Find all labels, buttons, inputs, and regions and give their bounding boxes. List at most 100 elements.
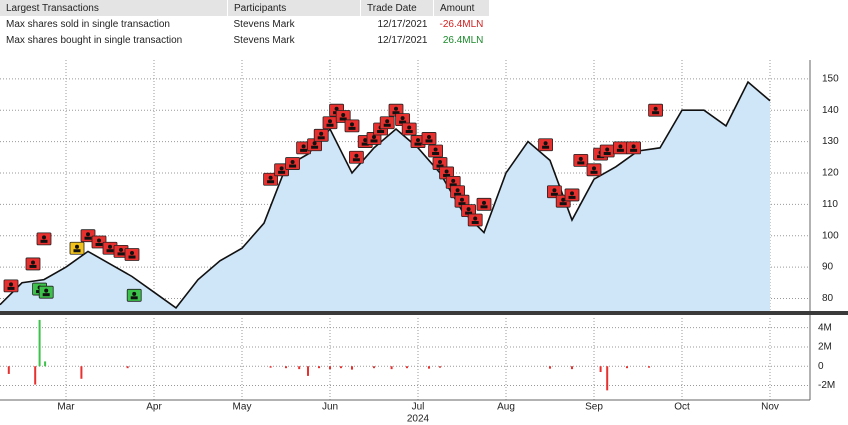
y-tick-label: -2M — [818, 380, 835, 391]
volume-bar — [44, 361, 47, 367]
marker-icon-head — [455, 188, 460, 193]
volume-bar — [329, 366, 331, 370]
marker-icon-head — [372, 134, 376, 139]
volume-bar — [390, 366, 393, 370]
header-cell: Largest Transactions — [0, 0, 228, 16]
marker-icon-body — [630, 148, 638, 152]
marker-icon-head — [561, 197, 566, 202]
marker-icon-body — [443, 173, 451, 177]
marker-icon-head — [385, 119, 390, 124]
cell: Max shares bought in single transaction — [6, 34, 183, 46]
y-tick-label: 80 — [822, 293, 834, 304]
table-row: Max shares bought in single transaction … — [0, 32, 489, 48]
volume-bar — [307, 366, 309, 376]
volume-bar — [351, 366, 353, 370]
marker-icon-body — [454, 192, 462, 196]
marker-icon-body — [465, 211, 473, 215]
marker-icon-body — [377, 130, 385, 134]
marker-icon-body — [326, 123, 334, 127]
marker-icon-body — [311, 145, 319, 149]
x-tick-label: Mar — [57, 402, 75, 413]
marker-icon-head — [416, 138, 420, 143]
volume-bar — [7, 366, 10, 374]
marker-icon-body — [432, 151, 440, 155]
marker-icon-body — [7, 286, 15, 290]
marker-icon-head — [268, 175, 273, 180]
marker-icon-head — [433, 147, 438, 152]
y-tick-label: 140 — [822, 105, 839, 116]
marker-icon-head — [552, 188, 557, 193]
marker-icon-body — [425, 139, 433, 143]
marker-icon-body — [652, 111, 660, 115]
marker-icon-body — [392, 111, 400, 115]
marker-icon-body — [348, 126, 356, 130]
price-line — [0, 80, 771, 309]
marker-icon-head — [592, 166, 596, 171]
marker-icon-head — [328, 119, 332, 124]
y-tick-label: 90 — [822, 262, 834, 273]
marker-icon-head — [31, 260, 35, 265]
cell: 12/17/2021 — [377, 34, 428, 46]
table-row: Max shares sold in single transaction St… — [0, 16, 489, 32]
marker-icon-body — [568, 195, 576, 199]
marker-icon-body — [436, 164, 444, 168]
volume-bar — [428, 366, 430, 369]
y-tick-label: 130 — [822, 136, 839, 147]
marker-icon-body — [577, 161, 585, 165]
x-tick-label: Apr — [146, 402, 162, 413]
cell: -26.4MLN — [439, 18, 484, 30]
marker-icon-head — [290, 160, 295, 165]
marker-icon-body — [106, 249, 114, 253]
marker-icon-body — [550, 192, 558, 196]
cell: 12/17/2021 — [377, 18, 428, 30]
marker-icon-head — [451, 178, 456, 183]
x-tick-label: Aug — [497, 402, 515, 413]
marker-icon-head — [407, 125, 412, 130]
marker-icon-head — [354, 153, 359, 158]
marker-icon-body — [84, 236, 92, 240]
marker-icon-body — [289, 164, 297, 168]
header-cell: Amount — [433, 0, 490, 16]
marker-icon-head — [130, 251, 134, 256]
marker-icon-head — [108, 244, 112, 249]
transactions-table: Largest Transactions Participants Trade … — [0, 0, 490, 48]
marker-icon-head — [460, 197, 464, 202]
marker-icon-body — [117, 252, 125, 256]
volume-bar — [626, 366, 628, 369]
marker-icon-body — [42, 293, 50, 297]
volume-bar — [648, 366, 650, 368]
marker-icon-head — [466, 207, 471, 212]
marker-icon-head — [363, 138, 368, 143]
marker-icon-head — [394, 106, 398, 111]
marker-icon-body — [267, 180, 275, 184]
marker-icon-head — [400, 116, 405, 121]
marker-icon-body — [559, 202, 567, 206]
marker-icon-head — [427, 134, 431, 139]
marker-icon-body — [130, 296, 138, 300]
marker-icon-head — [42, 235, 46, 240]
marker-icon-body — [339, 117, 347, 121]
y-tick-label: 4M — [818, 322, 832, 333]
marker-icon-head — [605, 147, 610, 152]
marker-icon-body — [616, 148, 624, 152]
cell: Stevens Mark — [233, 18, 295, 30]
volume-bar — [571, 366, 573, 370]
volume-bar — [340, 366, 342, 369]
y-tick-label: 150 — [822, 73, 839, 84]
marker-icon-body — [370, 139, 378, 143]
volume-bar — [318, 366, 320, 369]
marker-icon-head — [334, 106, 339, 111]
x-year-label: 2024 — [407, 414, 430, 425]
marker-icon-head — [653, 106, 658, 111]
volume-bar — [549, 366, 551, 369]
marker-icon-body — [458, 202, 466, 206]
marker-icon-body — [352, 158, 360, 162]
y-tick-label: 100 — [822, 230, 839, 241]
marker-icon-body — [361, 142, 369, 146]
volume-bar — [38, 319, 41, 367]
x-tick-label: Jul — [412, 402, 425, 413]
volume-bar — [599, 366, 602, 373]
marker-icon-body — [383, 123, 391, 127]
